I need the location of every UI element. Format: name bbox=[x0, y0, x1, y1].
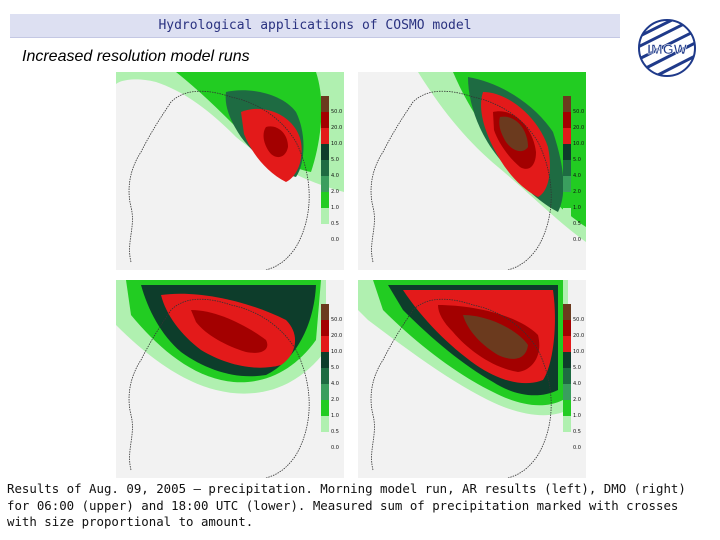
legend-label: 0.0 bbox=[573, 237, 581, 243]
legend-label: 2.0 bbox=[331, 397, 339, 403]
header-bar: Hydrological applications of COSMO model bbox=[10, 14, 620, 38]
legend-swatch bbox=[321, 304, 329, 320]
precipitation-map bbox=[116, 72, 344, 270]
legend-label: 4.0 bbox=[331, 381, 339, 387]
precipitation-map bbox=[370, 72, 586, 270]
precipitation-map bbox=[358, 280, 568, 478]
legend-label: 1.0 bbox=[331, 205, 339, 211]
legend-swatch bbox=[563, 160, 571, 176]
legend: 50.0 20.0 10.0 5.0 4.0 2.0 1.0 0.5 0.0 bbox=[563, 96, 585, 246]
legend-label: 10.0 bbox=[573, 349, 585, 355]
legend-label: 4.0 bbox=[573, 381, 581, 387]
precip-map-panel: 50.0 20.0 10.0 5.0 4.0 2.0 1.0 0.5 0.0 bbox=[358, 280, 586, 478]
legend-swatch bbox=[321, 400, 329, 416]
legend-swatch bbox=[563, 96, 571, 112]
legend-label: 20.0 bbox=[573, 333, 585, 339]
legend-swatch bbox=[563, 128, 571, 144]
precip-map-panel: 50.0 20.0 10.0 5.0 4.0 2.0 1.0 0.5 0.0 bbox=[116, 72, 344, 270]
legend-label: 5.0 bbox=[573, 157, 581, 163]
legend-label: 2.0 bbox=[331, 189, 339, 195]
legend-swatch bbox=[563, 192, 571, 208]
legend-swatch bbox=[321, 160, 329, 176]
legend-swatch bbox=[563, 208, 571, 224]
legend: 50.0 20.0 10.0 5.0 4.0 2.0 1.0 0.5 0.0 bbox=[563, 304, 585, 454]
precip-map-panel: 50.0 20.0 10.0 5.0 4.0 2.0 1.0 0.5 0.0 bbox=[116, 280, 344, 478]
legend-label: 10.0 bbox=[573, 141, 585, 147]
logo-text: IMGW bbox=[647, 41, 687, 57]
legend-swatch bbox=[563, 416, 571, 432]
legend-label: 20.0 bbox=[331, 333, 343, 339]
legend-label: 0.5 bbox=[331, 429, 339, 435]
precip-map-panel: 50.0 20.0 10.0 5.0 4.0 2.0 1.0 0.5 0.0 bbox=[358, 72, 586, 270]
legend-swatch bbox=[321, 112, 329, 128]
legend-swatch bbox=[563, 336, 571, 352]
legend-swatch bbox=[321, 192, 329, 208]
legend-label: 0.0 bbox=[331, 445, 339, 451]
precipitation-map bbox=[116, 280, 326, 478]
legend-label: 50.0 bbox=[573, 317, 585, 323]
legend-label: 2.0 bbox=[573, 189, 581, 195]
legend-label: 0.5 bbox=[573, 429, 581, 435]
imgw-logo: IMGW bbox=[636, 18, 698, 78]
legend-swatch bbox=[563, 400, 571, 416]
legend-label: 1.0 bbox=[573, 413, 581, 419]
legend-swatch bbox=[563, 176, 571, 192]
legend-swatch bbox=[321, 96, 329, 112]
legend-label: 1.0 bbox=[331, 413, 339, 419]
legend-label: 5.0 bbox=[331, 365, 339, 371]
legend-label: 50.0 bbox=[573, 109, 585, 115]
legend-swatch bbox=[321, 144, 329, 160]
subtitle: Increased resolution model runs bbox=[22, 48, 250, 65]
legend-label: 10.0 bbox=[331, 141, 343, 147]
legend-label: 0.0 bbox=[331, 237, 339, 243]
legend-label: 0.5 bbox=[331, 221, 339, 227]
page-title: Hydrological applications of COSMO model bbox=[158, 18, 472, 33]
legend-swatch bbox=[321, 176, 329, 192]
legend-swatch bbox=[321, 128, 329, 144]
legend-label: 0.0 bbox=[573, 445, 581, 451]
legend-swatch bbox=[321, 416, 329, 432]
legend-label: 4.0 bbox=[331, 173, 339, 179]
legend: 50.0 20.0 10.0 5.0 4.0 2.0 1.0 0.5 0.0 bbox=[321, 96, 343, 246]
caption: Results of Aug. 09, 2005 – precipitation… bbox=[7, 481, 686, 529]
legend-label: 5.0 bbox=[573, 365, 581, 371]
legend-swatch bbox=[563, 352, 571, 368]
legend-swatch bbox=[563, 304, 571, 320]
legend-swatch bbox=[563, 320, 571, 336]
legend: 50.0 20.0 10.0 5.0 4.0 2.0 1.0 0.5 0.0 bbox=[321, 304, 343, 454]
legend-label: 5.0 bbox=[331, 157, 339, 163]
legend-label: 50.0 bbox=[331, 109, 343, 115]
legend-label: 20.0 bbox=[573, 125, 585, 131]
legend-label: 1.0 bbox=[573, 205, 581, 211]
legend-swatch bbox=[321, 384, 329, 400]
legend-swatch bbox=[563, 384, 571, 400]
legend-swatch bbox=[321, 352, 329, 368]
legend-label: 20.0 bbox=[331, 125, 343, 131]
legend-swatch bbox=[563, 368, 571, 384]
legend-swatch bbox=[563, 112, 571, 128]
legend-swatch bbox=[563, 144, 571, 160]
legend-label: 50.0 bbox=[331, 317, 343, 323]
legend-label: 2.0 bbox=[573, 397, 581, 403]
legend-label: 10.0 bbox=[331, 349, 343, 355]
legend-label: 0.5 bbox=[573, 221, 581, 227]
legend-swatch bbox=[321, 336, 329, 352]
legend-swatch bbox=[321, 368, 329, 384]
legend-swatch bbox=[321, 320, 329, 336]
legend-swatch bbox=[321, 208, 329, 224]
legend-label: 4.0 bbox=[573, 173, 581, 179]
